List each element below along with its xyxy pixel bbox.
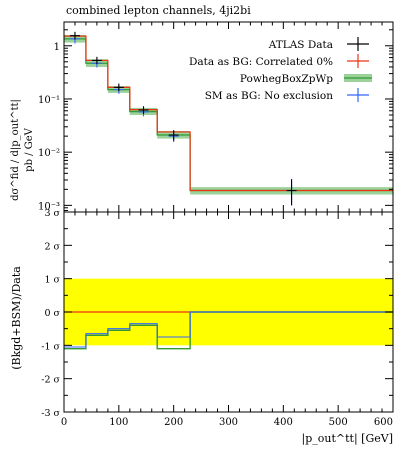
ratio-y-tick-label: 3 σ [44,208,60,219]
main-y-axis-label: dσ^fid / d|p_out^tt| pb / GeV [10,99,35,201]
x-tick-label: 200 [164,417,183,428]
main-y-tick-label: 10⁻¹ [38,95,60,106]
x-tick-label: 600 [374,417,393,428]
ratio-y-axis-label: (Bkgd+BSM)/Data [10,266,23,370]
main-y-tick-label: 1 [54,42,60,53]
ratio-y-tick-label: 0 σ [44,308,60,319]
legend-label: PowhegBoxZpWp [240,73,333,85]
ratio-y-tick-label: 2 σ [44,241,60,252]
ratio-sm-line [64,311,393,348]
ratio-y-tick-label: -3 σ [41,408,60,419]
x-axis-label: |p_out^tt| [GeV] [302,432,393,446]
x-tick-label: 400 [274,417,293,428]
main-y-tick-label: 10⁻² [38,148,60,159]
legend-label: ATLAS Data [268,39,333,51]
ratio-y-tick-label: 1 σ [44,275,60,286]
x-tick-label: 0 [61,417,67,428]
ratio-y-tick-label: -2 σ [41,375,60,386]
ratio-y-tick-label: -1 σ [41,341,60,352]
main-ylabel-unit: pb / GeV [24,127,35,171]
main-frame [63,21,394,213]
ratio-panel: -3 σ -2 σ -1 σ 0 σ 1 σ 2 σ 3 σ 0 100 200 300 400 500… [41,208,394,428]
main-ylabel-quantity: dσ^fid / d|p_out^tt| [10,99,21,201]
x-tick-label: 300 [219,417,238,428]
main-y-tick-label: 10⁻³ [38,201,60,212]
x-tick-label: 100 [109,417,128,428]
legend-label: Data as BG: Correlated 0% [189,56,333,68]
x-tick-label: 500 [329,417,348,428]
chart-title: combined lepton channels, 4ji2bi [66,4,251,17]
legend-label: SM as BG: No exclusion [205,90,333,102]
main-panel: 10⁻³ 10⁻² 10⁻¹ 1 ATLAS Data Data as BG: Corre… [38,21,394,213]
data-as-bg-line [64,35,393,192]
